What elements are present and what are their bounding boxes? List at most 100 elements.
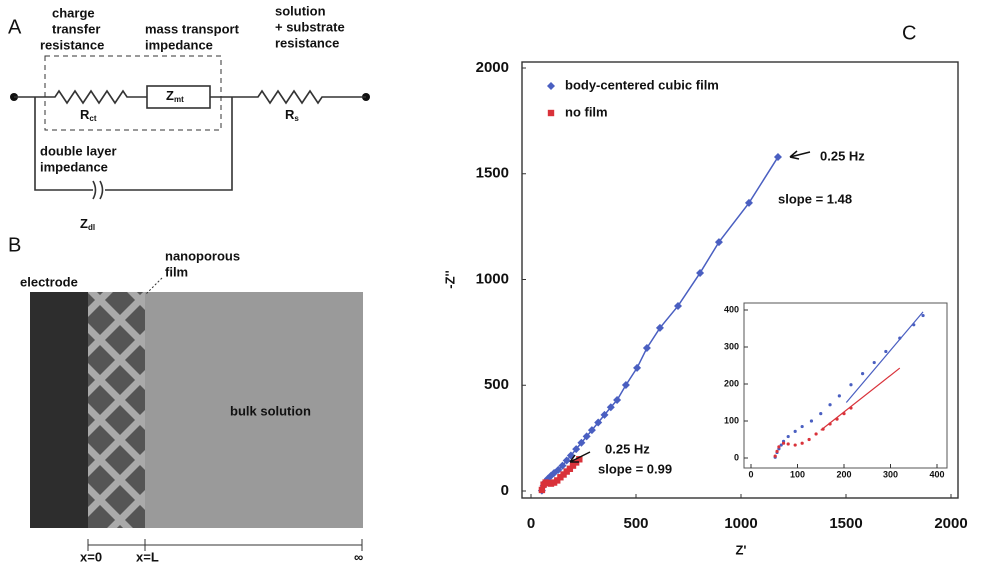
main-chart: 0 500 1000 1500 20000500100015002000Z'-Z''bo… (442, 59, 967, 557)
point (809, 419, 814, 423)
point (777, 445, 781, 449)
point (861, 372, 865, 376)
legend-label: no film (565, 104, 608, 119)
y-tick-label: 500 (484, 376, 509, 393)
symbol: Zdl (80, 216, 95, 232)
label: film (165, 264, 188, 279)
y-tick-label: 0 (734, 452, 739, 462)
point (884, 349, 888, 354)
label: x=0 (80, 549, 102, 564)
label: impedance (145, 37, 213, 52)
point (613, 396, 622, 405)
point (872, 360, 876, 365)
label: impedance (40, 159, 108, 174)
point (538, 486, 546, 494)
point (898, 336, 902, 340)
x-axis-label: Z' (735, 542, 746, 557)
panel-a: A charge transfer resistance mass transp… (8, 3, 370, 232)
axis (87, 539, 363, 551)
point (714, 238, 723, 247)
point (600, 410, 609, 419)
y-axis-label: -Z'' (442, 270, 457, 288)
point (793, 443, 797, 447)
point (837, 394, 841, 398)
point (786, 434, 790, 439)
dashed-box (44, 55, 222, 131)
y-tick-label: 200 (724, 378, 739, 388)
symbol: Zmt (166, 88, 184, 104)
x-tick-label: 300 (883, 469, 898, 479)
y-tick-label: 100 (724, 415, 739, 425)
point (793, 429, 797, 433)
y-tick-label: 1500 (476, 165, 509, 182)
annotation: 0.25 Hz (820, 148, 865, 163)
film-lattice (88, 292, 145, 528)
label: solution (275, 3, 326, 18)
point (779, 443, 783, 447)
legend-marker (547, 109, 555, 117)
point (828, 403, 832, 407)
point (842, 412, 846, 416)
point (807, 437, 811, 442)
point (744, 198, 753, 207)
point (696, 268, 705, 277)
panel-label: A (8, 16, 22, 38)
series-line (541, 156, 779, 491)
y-tick-label: 300 (724, 341, 739, 351)
point (912, 323, 916, 327)
label: + substrate (275, 19, 345, 34)
point (572, 445, 581, 454)
y-tick-label: 400 (724, 304, 739, 314)
label: mass transport (145, 21, 240, 36)
point (540, 481, 547, 488)
point (849, 406, 853, 410)
label: electrode (20, 274, 78, 289)
wire (34, 97, 233, 200)
point (642, 344, 651, 353)
fit-line (845, 311, 924, 403)
y-tick-label: 0 (501, 482, 509, 499)
y-tick-label: 2000 (476, 59, 509, 76)
point (800, 441, 804, 445)
point (655, 323, 664, 332)
x-tick-label: 1000 (724, 515, 757, 532)
bulk (145, 292, 363, 528)
wire (14, 89, 366, 105)
point (633, 363, 642, 372)
legend-label: body-centered cubic film (565, 77, 719, 92)
point (775, 449, 779, 453)
x-tick-label: 500 (623, 515, 648, 532)
inset-chart: 0 100 200 300 400 0 100 200 300 400 (724, 304, 945, 479)
point (921, 313, 925, 318)
pointer (145, 277, 163, 295)
x-tick-label: 200 (836, 469, 851, 479)
point (821, 427, 825, 431)
point (606, 403, 615, 412)
label: resistance (275, 35, 339, 50)
y-tick-label: 1000 (476, 270, 509, 287)
label: transfer (52, 21, 100, 36)
fit-line (820, 367, 901, 431)
point (587, 426, 596, 435)
label: x=L (136, 549, 159, 564)
point (562, 456, 571, 465)
point (828, 422, 832, 426)
x-tick-label: 2000 (934, 515, 967, 532)
point (781, 441, 786, 445)
symbol: Rs (285, 107, 299, 123)
point (577, 438, 586, 447)
legend-marker (547, 82, 555, 90)
label: ∞ (354, 549, 363, 564)
point (558, 461, 567, 470)
point (819, 412, 823, 416)
panel-label: C (902, 22, 916, 44)
panel-b: B electrode nanoporous film bulk solutio… (8, 234, 363, 564)
point (674, 301, 682, 310)
annotation: 0.25 Hz (605, 441, 650, 456)
x-tick-label: 100 (790, 469, 805, 479)
x-tick-label: 400 (929, 469, 944, 479)
point (773, 454, 777, 458)
label: resistance (40, 37, 104, 52)
label: double layer (40, 143, 117, 158)
